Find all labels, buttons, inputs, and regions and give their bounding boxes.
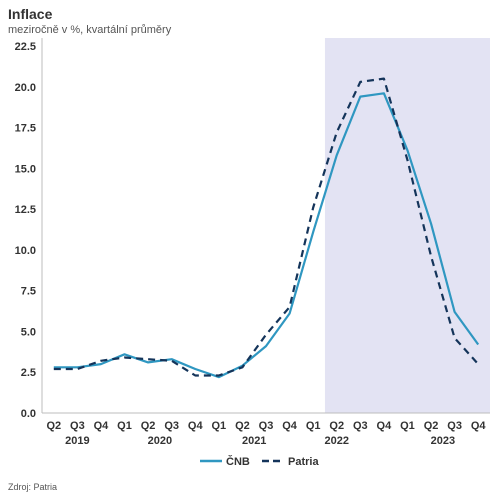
y-tick-label: 7.5 <box>21 286 36 298</box>
x-tick-label: Q3 <box>70 420 85 432</box>
series-line-cnb <box>53 92 480 379</box>
x-tick-label: Q3 <box>164 420 179 432</box>
x-year-label: 2020 <box>148 435 172 447</box>
x-tick-label: Q4 <box>471 420 487 432</box>
legend-label: ČNB <box>226 455 250 468</box>
forecast-shade <box>324 38 490 413</box>
x-tick-label: Q2 <box>235 420 250 432</box>
y-tick-label: 12.5 <box>15 204 36 216</box>
x-tick-label: Q2 <box>424 420 439 432</box>
x-tick-label: Q4 <box>282 420 298 432</box>
y-tick-label: 17.5 <box>15 123 36 135</box>
x-tick-label: Q3 <box>259 420 274 432</box>
x-tick-label: Q2 <box>46 420 61 432</box>
x-tick-label: Q1 <box>306 420 321 432</box>
x-tick-label: Q3 <box>353 420 368 432</box>
y-tick-label: 20.0 <box>15 82 36 94</box>
chart-subtitle: meziročně v %, kvartální průměry <box>8 24 172 36</box>
y-tick-label: 0.0 <box>21 408 36 420</box>
y-tick-label: 5.0 <box>21 326 36 338</box>
x-tick-label: Q1 <box>400 420 415 432</box>
x-tick-label: Q3 <box>447 420 462 432</box>
x-tick-label: Q2 <box>329 420 344 432</box>
x-tick-label: Q4 <box>94 420 110 432</box>
x-tick-label: Q1 <box>117 420 132 432</box>
y-tick-label: 10.0 <box>15 245 36 257</box>
chart-source: Zdroj: Patria <box>8 482 58 492</box>
x-tick-label: Q4 <box>377 420 393 432</box>
x-year-label: 2019 <box>65 435 89 447</box>
x-year-label: 2023 <box>431 435 455 447</box>
y-tick-label: 15.0 <box>15 163 36 175</box>
y-tick-label: 2.5 <box>21 367 36 379</box>
series-line-patria <box>53 77 480 377</box>
y-tick-label: 22.5 <box>15 41 36 53</box>
x-year-label: 2022 <box>324 435 348 447</box>
chart-title: Inflace <box>8 6 53 22</box>
legend-label: Patria <box>288 456 319 468</box>
x-year-label: 2021 <box>242 435 266 447</box>
inflation-chart: 0.0 2.5 5.0 7.5 10.0 12.5 15.0 17.5 20.0 22.5 Q2 Q3… <box>15 38 490 468</box>
x-tick-label: Q2 <box>141 420 156 432</box>
x-tick-label: Q4 <box>188 420 204 432</box>
x-tick-label: Q1 <box>211 420 226 432</box>
